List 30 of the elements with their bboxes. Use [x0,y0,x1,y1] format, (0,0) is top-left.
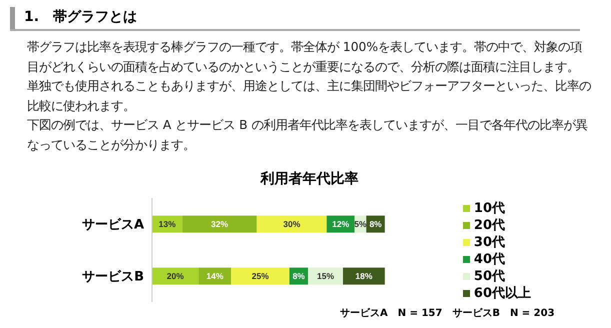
data-label: 8% [292,271,306,282]
legend-label: 50代 [474,269,505,284]
legend-label: 40代 [474,252,505,267]
data-label: 32% [211,219,228,230]
legend-label: 30代 [474,235,505,250]
data-label: 8% [369,219,382,230]
text: 1. 帯グラフとは [24,8,138,26]
text: 帯グラフは比率を表現する棒グラフの一種です。帯全体が 100%を表しています。帯の中で、対象の項目がどれくらいの面積を占めているのかということが重要になるので、分析の際は面積に注目します。 [27,39,584,76]
text: サービスA N = 157 サービスB N = 203 [340,306,555,320]
data-label: 13% [158,219,176,230]
data-label: 5% [354,219,368,230]
bar [152,268,199,285]
data-label: 12% [332,219,350,230]
legend-label: 60代以上 [474,286,531,301]
bar [182,216,257,233]
data-label: 18% [355,271,373,282]
legend-label: 20代 [474,218,505,233]
chart-title: 利用者年代比率 [259,170,360,188]
data-label: 25% [252,271,270,282]
data-label: 30% [283,219,301,230]
bar [231,268,290,285]
data-label: 15% [317,271,334,282]
data-label: 14% [206,271,224,282]
text: 下図の例では、サービス A とサービス B の利用者年代比率を表していますが、一目で各年代の比率が異なっていることが分かります。 [27,117,588,154]
text: 単独でも使用されることもありますが、用途としては、主に集団間やビフォーアフターといった、比率の比較に使われます。 [27,78,592,114]
data-label: 20% [166,271,184,282]
legend-label: 10代 [474,201,505,216]
y-tick-label: サービスA [82,218,144,233]
y-tick-label: サービスB [82,270,144,285]
bar [256,216,327,233]
